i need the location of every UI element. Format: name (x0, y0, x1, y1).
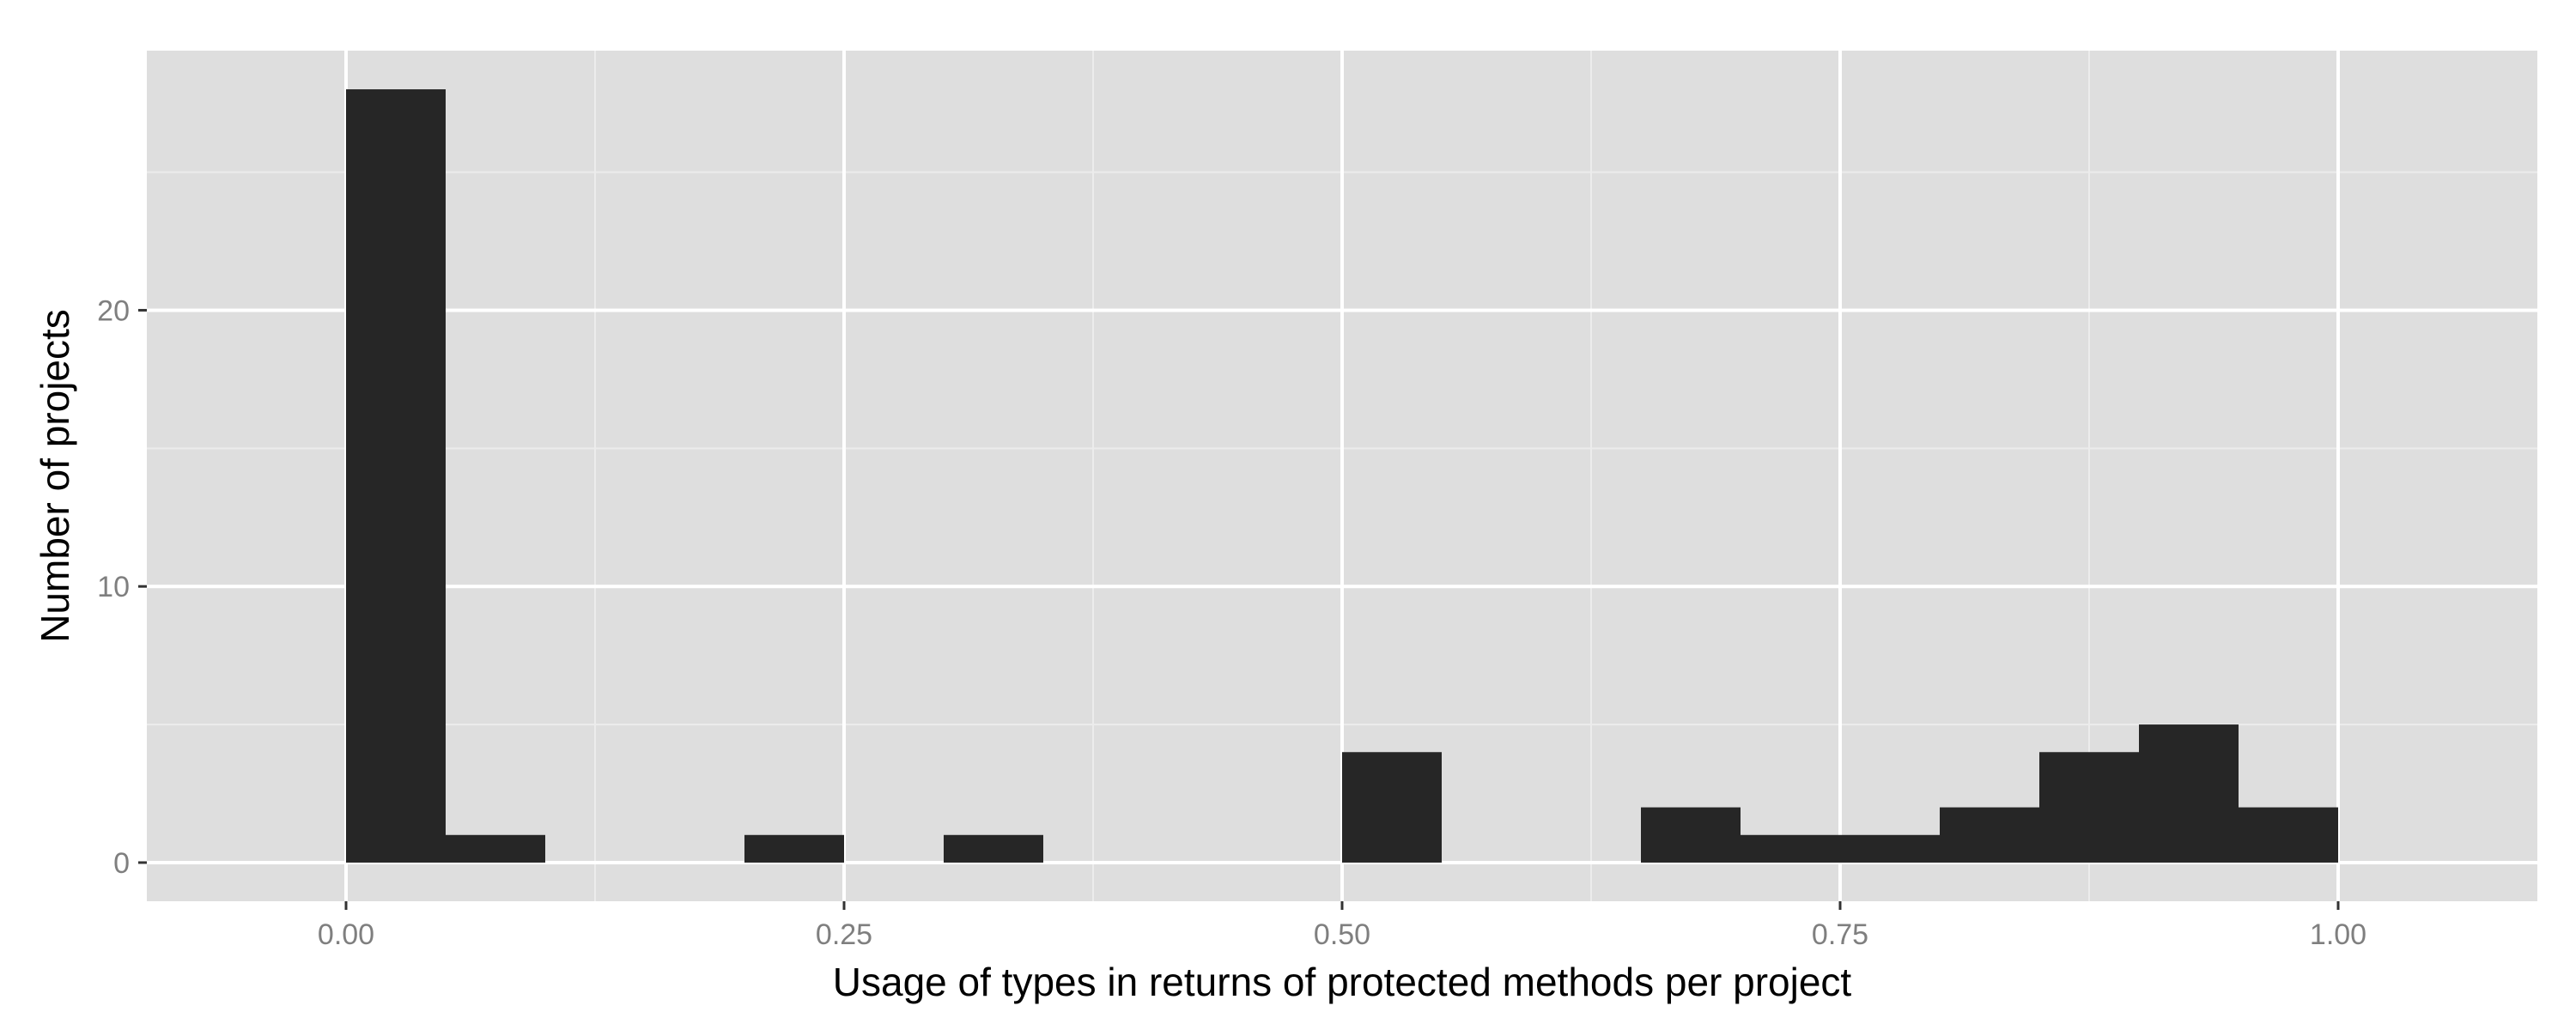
x-tick-label: 0.00 (318, 918, 374, 951)
x-tick-label: 1.00 (2310, 918, 2366, 951)
y-tick-label: 10 (97, 571, 130, 603)
histogram-bar (1840, 834, 1940, 863)
x-tick-label: 0.50 (1314, 918, 1370, 951)
histogram-bar (2039, 752, 2139, 863)
x-axis-title: Usage of types in returns of protected m… (833, 960, 1852, 1004)
histogram-bar (1342, 752, 1442, 863)
histogram-bar (346, 89, 446, 863)
x-tick-label: 0.25 (816, 918, 872, 951)
y-axis-title: Number of projects (33, 309, 77, 643)
y-tick-label: 0 (113, 847, 130, 880)
histogram-bar (744, 834, 844, 863)
histogram-bar (1641, 807, 1741, 863)
histogram-bar (446, 834, 545, 863)
axis-ticks: 0.00 0.25 0.50 0.75 1.00 0 10 20 (97, 294, 2366, 951)
y-tick-label: 20 (97, 294, 130, 327)
histogram-bar (2139, 724, 2239, 863)
histogram-bar (1741, 834, 1840, 863)
x-tick-label: 0.75 (1812, 918, 1868, 951)
histogram-bar (944, 834, 1043, 863)
histogram-bar (2239, 807, 2338, 863)
histogram-bar (1940, 807, 2039, 863)
histogram-bars (346, 89, 2338, 863)
